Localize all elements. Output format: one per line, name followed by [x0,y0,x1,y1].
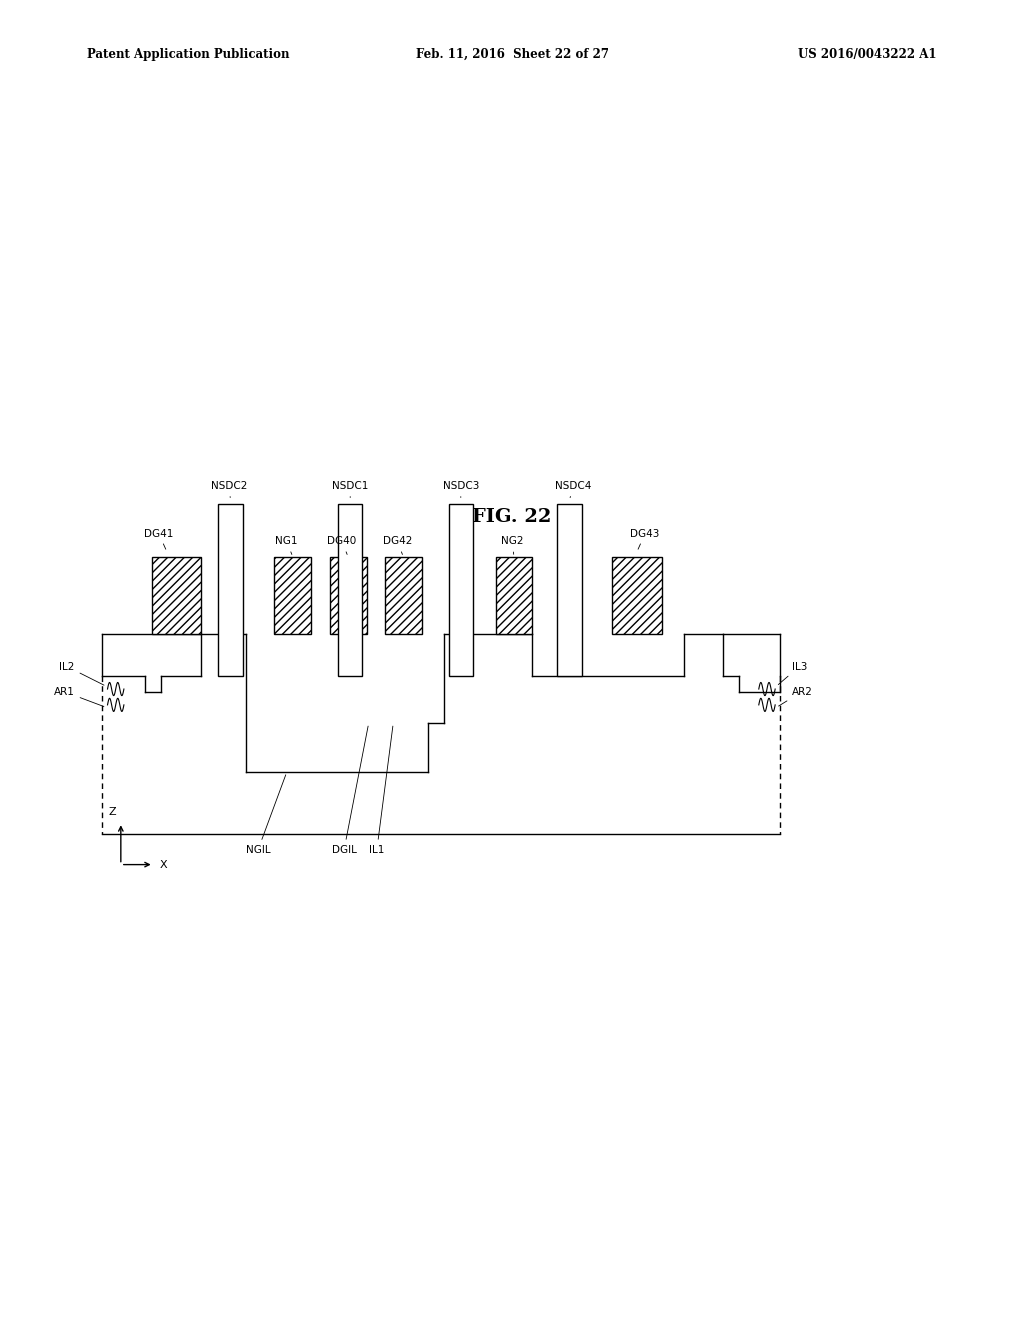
Text: US 2016/0043222 A1: US 2016/0043222 A1 [799,48,937,61]
Text: Z: Z [109,807,117,817]
Text: NSDC2: NSDC2 [211,480,248,498]
Text: IL3: IL3 [778,661,807,685]
Text: X: X [160,859,167,870]
Text: DGIL: DGIL [332,726,368,855]
Bar [330,557,367,634]
Text: FIG. 22: FIG. 22 [472,508,552,527]
Bar [218,504,243,676]
Text: NG2: NG2 [501,536,523,554]
Text: AR1: AR1 [54,686,103,706]
Text: IL1: IL1 [369,726,393,855]
Text: NSDC3: NSDC3 [442,480,479,498]
Text: IL2: IL2 [59,661,104,685]
Text: DG42: DG42 [383,536,412,554]
Bar [338,504,362,676]
Bar [274,557,311,634]
Text: NSDC1: NSDC1 [332,480,369,498]
Text: NGIL: NGIL [246,775,286,855]
Bar [557,504,582,676]
Bar [152,557,201,634]
Text: Patent Application Publication: Patent Application Publication [87,48,290,61]
Text: NG1: NG1 [275,536,298,554]
Bar [496,557,532,634]
Text: Feb. 11, 2016  Sheet 22 of 27: Feb. 11, 2016 Sheet 22 of 27 [416,48,608,61]
Bar [385,557,422,634]
Text: DG43: DG43 [631,528,659,549]
Text: DG40: DG40 [328,536,356,554]
Text: NSDC4: NSDC4 [555,480,592,498]
Text: DG41: DG41 [144,528,173,549]
Bar [449,504,473,676]
Text: AR2: AR2 [778,686,812,706]
Bar [612,557,662,634]
